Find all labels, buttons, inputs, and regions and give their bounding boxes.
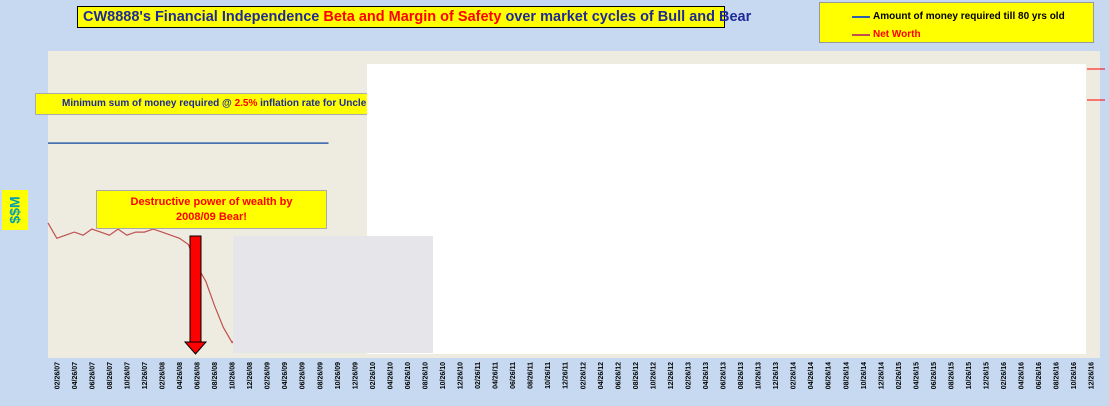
x-tick-label: 12/26/10: [458, 362, 465, 389]
x-tick-label: 02/26/10: [370, 362, 377, 389]
x-tick-label: 12/26/16: [1089, 362, 1096, 389]
annotation-min-sum: Minimum sum of money required @ 2.5% inf…: [35, 93, 405, 115]
x-tick-label: 02/26/08: [159, 362, 166, 389]
legend-label-networth: Net Worth: [873, 29, 921, 40]
annotation-destructive: Destructive power of wealth by 2008/09 B…: [96, 190, 327, 229]
blank-overlay: [367, 64, 1086, 354]
x-tick-label: 12/26/09: [352, 362, 359, 389]
x-tick-label: 12/26/14: [878, 362, 885, 389]
x-tick-label: 10/26/12: [650, 362, 657, 389]
x-tick-label: 04/26/16: [1019, 362, 1026, 389]
x-tick-label: 10/26/16: [1071, 362, 1078, 389]
legend: Amount of money required till 80 yrs old…: [819, 2, 1094, 43]
x-tick-label: 06/26/10: [405, 362, 412, 389]
x-tick-label: 02/26/09: [265, 362, 272, 389]
x-tick-label: 12/26/15: [984, 362, 991, 389]
annotation-destructive-line2: 2008/09 Bear!: [176, 211, 247, 223]
series-line-networth: [47, 222, 242, 344]
x-tick-label: 04/26/07: [72, 362, 79, 389]
legend-label-required: Amount of money required till 80 yrs old: [873, 11, 1065, 22]
x-tick-label: 10/26/10: [440, 362, 447, 389]
x-tick-label: 08/26/16: [1054, 362, 1061, 389]
x-tick-label: 10/26/07: [124, 362, 131, 389]
x-tick-label: 04/26/15: [913, 362, 920, 389]
x-tick-label: 08/26/13: [738, 362, 745, 389]
title-part-1: CW8888's Financial Independence: [83, 9, 324, 25]
x-tick-label: 12/26/11: [563, 362, 570, 389]
x-tick-label: 06/26/13: [721, 362, 728, 389]
x-tick-label: 06/26/16: [1036, 362, 1043, 389]
x-tick-label: 08/26/12: [633, 362, 640, 389]
annotation-min-sum-suffix: inflation rate for Uncle: [257, 98, 367, 109]
x-tick-label: 12/26/13: [773, 362, 780, 389]
annotation-min-sum-prefix: Minimum sum of money required @: [62, 98, 235, 109]
x-tick-label: 10/26/15: [966, 362, 973, 389]
x-tick-label: 10/26/14: [861, 362, 868, 389]
x-tick-label: 12/26/12: [668, 362, 675, 389]
x-tick-label: 10/26/08: [230, 362, 237, 389]
x-tick-label: 04/26/11: [493, 362, 500, 389]
x-tick-label: 10/26/09: [335, 362, 342, 389]
x-tick-label: 12/26/07: [142, 362, 149, 389]
title-part-2: Beta and Margin of Safety: [323, 9, 502, 25]
x-tick-label: 12/26/08: [247, 362, 254, 389]
x-tick-label: 02/26/15: [896, 362, 903, 389]
x-tick-label: 04/26/08: [177, 362, 184, 389]
x-tick-label: 10/26/13: [756, 362, 763, 389]
x-tick-label: 08/26/07: [107, 362, 114, 389]
x-tick-label: 06/26/08: [195, 362, 202, 389]
legend-swatch-networth: [852, 33, 870, 36]
annotation-destructive-line1: Destructive power of wealth by: [130, 196, 293, 208]
title-part-3: over market cycles of Bull and Bear: [501, 9, 752, 25]
x-tick-label: 08/26/10: [422, 362, 429, 389]
x-tick-label: 08/26/08: [212, 362, 219, 389]
x-tick-label: 04/26/12: [598, 362, 605, 389]
chart-title: CW8888's Financial Independence Beta and…: [77, 6, 751, 28]
x-tick-label: 06/26/15: [931, 362, 938, 389]
x-tick-label: 02/26/13: [685, 362, 692, 389]
y-axis-label-text: $$M: [7, 196, 24, 224]
x-tick-label: 02/26/11: [475, 362, 482, 389]
x-tick-label: 02/26/12: [580, 362, 587, 389]
annotation-min-sum-rate: 2.5%: [234, 98, 258, 109]
x-tick-label: 08/26/09: [317, 362, 324, 389]
x-tick-label: 08/26/11: [528, 362, 535, 389]
legend-swatch-required: [852, 15, 870, 18]
x-tick-label: 06/26/12: [615, 362, 622, 389]
y-axis-label: $$M: [2, 190, 28, 230]
x-tick-label: 02/26/07: [54, 362, 61, 389]
x-tick-label: 06/26/07: [89, 362, 96, 389]
x-tick-label: 04/26/14: [808, 362, 815, 389]
x-tick-label: 02/26/14: [791, 362, 798, 389]
x-tick-label: 08/26/15: [948, 362, 955, 389]
x-tick-label: 04/26/13: [703, 362, 710, 389]
x-tick-label: 06/26/11: [510, 362, 517, 389]
x-tick-label: 04/26/10: [387, 362, 394, 389]
grey-overlay: [233, 236, 433, 353]
legend-item-required: Amount of money required till 80 yrs old: [852, 11, 1065, 22]
x-tick-label: 08/26/14: [843, 362, 850, 389]
x-tick-label: 10/26/11: [545, 362, 552, 389]
x-tick-label: 06/26/14: [826, 362, 833, 389]
x-tick-label: 02/26/16: [1001, 362, 1008, 389]
x-tick-label: 06/26/09: [300, 362, 307, 389]
x-tick-label: 04/26/09: [282, 362, 289, 389]
legend-item-networth: Net Worth: [852, 29, 921, 40]
